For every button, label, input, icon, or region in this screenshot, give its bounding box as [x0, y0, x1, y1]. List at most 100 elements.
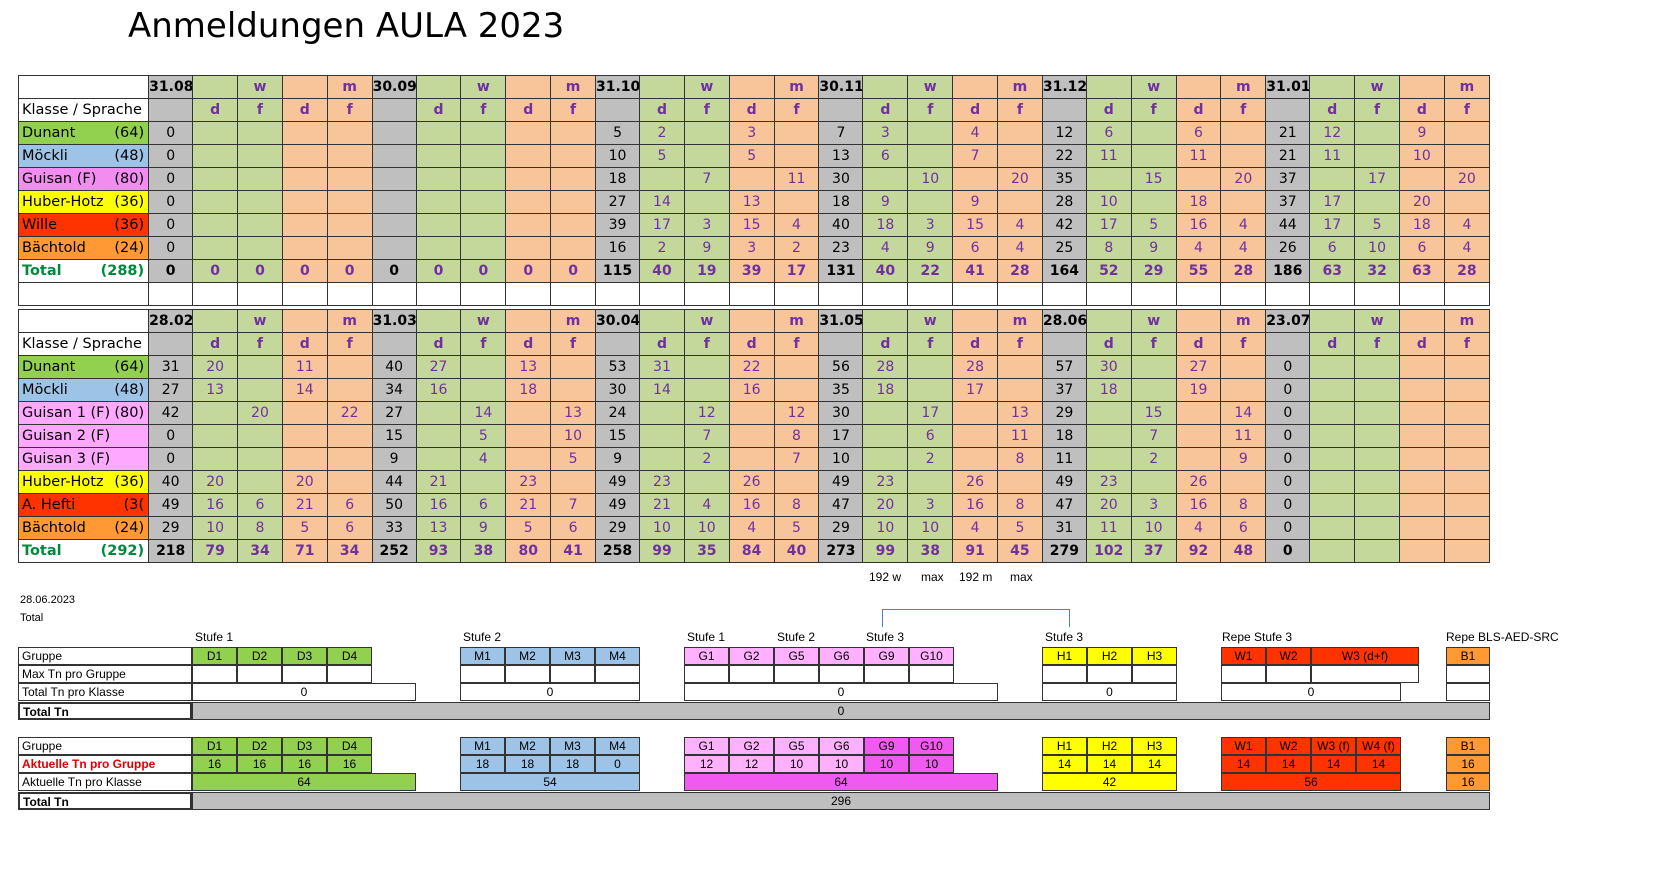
group-name: G6 — [819, 647, 864, 665]
cell-value: 29 — [594, 516, 641, 540]
gender-w: w — [907, 75, 954, 99]
class-name: Bächtold — [22, 520, 86, 536]
total-value: 0 — [192, 259, 239, 283]
date-header: 28.02. — [148, 309, 194, 333]
class-name: Wille — [22, 217, 58, 233]
cell-value — [1399, 424, 1445, 448]
cell-value: 7 — [952, 144, 998, 168]
total-value: 32 — [1354, 259, 1400, 283]
group-name: D1 — [192, 647, 237, 665]
max-cell — [1221, 665, 1266, 683]
total-value: 0 — [326, 259, 373, 283]
cell-value: 30 — [1085, 355, 1132, 379]
cell-value: 14 — [639, 190, 685, 214]
class-name: Bächtold — [22, 240, 86, 256]
group-name: G9 — [864, 647, 909, 665]
cell-value: 37 — [1265, 190, 1311, 214]
cell-value: 4 — [1443, 213, 1491, 237]
cell-value: 6 — [326, 493, 373, 517]
table-row: Dunant (64) 0 5 2 3 7 3 4 12 6 6 21 12 9 — [17, 121, 1491, 145]
total-value: 84 — [728, 539, 775, 563]
cell-value: 30 — [594, 378, 641, 402]
cell-value — [1175, 167, 1222, 191]
total-value: 55 — [1175, 259, 1222, 283]
klasse-total: 0 — [684, 683, 998, 701]
cell-value: 15 — [728, 213, 775, 237]
cell-value: 20 — [862, 493, 909, 517]
stufe3-bracket — [882, 609, 1070, 627]
cell-value — [683, 190, 730, 214]
total-value: 80 — [505, 539, 552, 563]
cell-value — [192, 401, 239, 425]
cell-value — [683, 378, 730, 402]
cell-value: 17 — [907, 401, 954, 425]
cell-value: 18 — [1175, 190, 1222, 214]
cell-value — [1399, 516, 1445, 540]
cell-value: 7 — [683, 167, 730, 191]
cell-value — [281, 144, 328, 168]
row-label: Total Tn pro Klasse — [18, 683, 192, 701]
cell-value: 42 — [148, 401, 194, 425]
max-cell — [505, 665, 550, 683]
group-name: G1 — [684, 737, 729, 755]
cell-value: 13 — [818, 144, 864, 168]
cell-value: 31 — [148, 355, 194, 379]
group-name: G10 — [909, 647, 954, 665]
cell-value: 5 — [550, 447, 596, 471]
gender-m: m — [550, 75, 596, 99]
total-tn: 296 — [192, 792, 1490, 810]
cell-value — [1130, 121, 1177, 145]
cell-value — [907, 190, 954, 214]
max-cell — [550, 665, 595, 683]
total-value: 19 — [683, 259, 730, 283]
total-value: 40 — [862, 259, 909, 283]
total-value: 71 — [281, 539, 328, 563]
total-value: 258 — [594, 539, 641, 563]
cell-value: 17 — [952, 378, 998, 402]
lang-f: f — [1130, 332, 1177, 356]
lang-f: f — [550, 98, 596, 122]
group-name: M1 — [460, 737, 505, 755]
lang-f: f — [1354, 98, 1400, 122]
registrations-table-1: 31.08.wm30.09.wm31.10.wm30.11.wm31.12.wm… — [17, 75, 1491, 306]
cell-value — [326, 213, 373, 237]
group-count: 16 — [192, 755, 237, 773]
cell-value: 20 — [281, 470, 328, 494]
class-capacity: (36) — [114, 217, 145, 233]
cell-value: 27 — [371, 401, 417, 425]
cell-value: 8 — [997, 493, 1043, 517]
cell-value: 47 — [818, 493, 864, 517]
group-count: 16 — [237, 755, 282, 773]
lang-d: d — [1399, 332, 1445, 356]
cell-value: 8 — [1085, 236, 1132, 260]
max-cell — [237, 665, 282, 683]
cell-value — [1399, 493, 1445, 517]
class-capacity: (80) — [114, 171, 145, 187]
cell-value: 16 — [594, 236, 641, 260]
class-name: Dunant — [22, 125, 76, 141]
cell-value: 16 — [1175, 493, 1222, 517]
date-header: 31.05. — [818, 309, 864, 333]
cell-value: 0 — [1265, 493, 1311, 517]
klasse-total: 54 — [460, 773, 640, 791]
cell-value — [862, 447, 909, 471]
cell-value: 0 — [1265, 516, 1311, 540]
cell-value — [1399, 378, 1445, 402]
group-name: G10 — [909, 737, 954, 755]
class-label: Dunant (64) — [17, 355, 150, 379]
cell-value: 6 — [237, 493, 283, 517]
table-row: Wille (36) 0 39 17 3 15 4 40 18 3 15 4 42 17 5 16 4 44 17 5 1… — [17, 213, 1491, 237]
cell-value — [192, 447, 239, 471]
cell-value: 10 — [594, 144, 641, 168]
cell-value: 28 — [952, 355, 998, 379]
gender-m: m — [1443, 309, 1491, 333]
cell-value: 13 — [192, 378, 239, 402]
total-value: 38 — [907, 539, 954, 563]
gender-m: m — [1443, 75, 1491, 99]
cell-value — [326, 121, 373, 145]
cell-value — [550, 378, 596, 402]
cell-value — [1443, 516, 1491, 540]
table-row: Huber-Hotz (36) 40 20 20 44 21 23 49 23 26 49 23 26 49… — [17, 470, 1491, 494]
total-value: 40 — [773, 539, 820, 563]
max-cell — [1087, 665, 1132, 683]
